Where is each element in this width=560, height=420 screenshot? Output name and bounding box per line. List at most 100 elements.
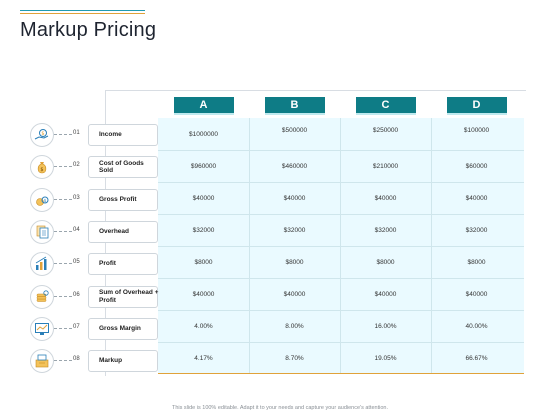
row-label-text: Cost of Goods Sold bbox=[99, 159, 144, 175]
table-cell: $8000 bbox=[467, 259, 486, 266]
growth-chart-icon bbox=[30, 252, 54, 277]
column-divider bbox=[249, 118, 250, 374]
column-divider bbox=[431, 118, 432, 374]
table-cell: $32000 bbox=[465, 227, 488, 234]
row-label-08: 08 Markup bbox=[30, 349, 158, 374]
row-label-box: Gross Margin bbox=[88, 317, 158, 340]
row-divider bbox=[158, 214, 524, 215]
row-label-box: Sum of Overhead + Profit bbox=[88, 285, 159, 308]
column-header-a: A bbox=[173, 97, 234, 113]
svg-text:$: $ bbox=[40, 167, 43, 173]
table-cell: $40000 bbox=[283, 195, 306, 202]
monitor-chart-icon bbox=[30, 316, 54, 341]
table-cell: $40000 bbox=[465, 195, 488, 202]
row-divider bbox=[158, 150, 524, 151]
row-number: 06 bbox=[73, 291, 80, 298]
row-label-text: Sum of Overhead + Profit bbox=[99, 288, 159, 304]
svg-text:$: $ bbox=[44, 198, 47, 203]
table-cell: $100000 bbox=[463, 127, 490, 134]
row-label-02: $02 Cost of Goods Sold bbox=[30, 155, 158, 180]
documents-icon bbox=[30, 219, 54, 244]
row-label-box: Cost of Goods Sold bbox=[88, 156, 158, 179]
table-cell: $210000 bbox=[372, 163, 399, 170]
row-label-05: 05 Profit bbox=[30, 252, 158, 277]
table-cell: 8.70% bbox=[285, 355, 304, 362]
page-title: Markup Pricing bbox=[20, 19, 157, 41]
connector-line bbox=[54, 230, 72, 232]
table-cell: $40000 bbox=[374, 291, 397, 298]
cash-register-icon bbox=[30, 349, 54, 374]
row-number: 03 bbox=[73, 194, 80, 201]
row-number: 02 bbox=[73, 162, 80, 169]
table-cell: $40000 bbox=[192, 291, 215, 298]
stacked-coins-icon bbox=[30, 284, 54, 309]
row-label-text: Gross Margin bbox=[99, 324, 141, 332]
row-divider bbox=[158, 310, 524, 311]
row-label-box: Gross Profit bbox=[88, 188, 158, 211]
table-cell: $60000 bbox=[465, 163, 488, 170]
connector-line bbox=[54, 166, 72, 168]
connector-line bbox=[54, 198, 72, 200]
money-bag-icon: $ bbox=[30, 155, 54, 180]
row-label-text: Profit bbox=[99, 260, 116, 268]
coins-icon: $ bbox=[30, 187, 54, 212]
svg-text:$: $ bbox=[41, 131, 44, 137]
row-divider bbox=[158, 342, 524, 343]
table-cell: $250000 bbox=[372, 127, 399, 134]
row-divider bbox=[158, 278, 524, 279]
table-cell: 66.67% bbox=[465, 355, 488, 362]
table-cell: $960000 bbox=[190, 163, 217, 170]
row-label-text: Income bbox=[99, 131, 122, 139]
row-divider bbox=[158, 182, 524, 183]
row-label-box: Overhead bbox=[88, 220, 158, 243]
column-header-d: D bbox=[446, 97, 507, 113]
table-cell: 16.00% bbox=[374, 323, 397, 330]
column-header-b: B bbox=[264, 97, 325, 113]
table-cell: $8000 bbox=[194, 259, 213, 266]
table-cell: 4.17% bbox=[194, 355, 213, 362]
row-label-box: Income bbox=[88, 124, 158, 146]
row-label-07: 07 Gross Margin bbox=[30, 316, 158, 341]
row-number: 07 bbox=[73, 323, 80, 330]
title-accent-line-gold bbox=[20, 13, 145, 14]
table-cell: $40000 bbox=[192, 195, 215, 202]
connector-line bbox=[54, 263, 72, 265]
column-divider bbox=[340, 118, 341, 374]
table-cell: 8.00% bbox=[285, 323, 304, 330]
row-label-04: 04 Overhead bbox=[30, 219, 158, 244]
row-label-box: Markup bbox=[88, 350, 158, 373]
row-label-box: Profit bbox=[88, 253, 158, 276]
connector-line bbox=[54, 360, 72, 362]
connector-line bbox=[54, 327, 72, 329]
title-accent-line bbox=[20, 10, 145, 11]
table-cell: $40000 bbox=[283, 291, 306, 298]
row-label-03: $03 Gross Profit bbox=[30, 187, 158, 212]
table-cell: $500000 bbox=[281, 127, 308, 134]
row-label-text: Markup bbox=[99, 357, 123, 365]
table-cell: $32000 bbox=[192, 227, 215, 234]
row-number: 01 bbox=[73, 130, 80, 136]
row-label-01: $01 Income bbox=[30, 123, 158, 147]
row-label-text: Gross Profit bbox=[99, 195, 137, 203]
table-cell: $32000 bbox=[283, 227, 306, 234]
table-cell: $32000 bbox=[374, 227, 397, 234]
table-cell: $460000 bbox=[281, 163, 308, 170]
table-cell: $8000 bbox=[376, 259, 395, 266]
table-cell: 19.05% bbox=[374, 355, 397, 362]
hand-money-icon: $ bbox=[30, 123, 54, 147]
table-cell: 40.00% bbox=[465, 323, 488, 330]
row-number: 04 bbox=[73, 226, 80, 233]
table-cell: $1000000 bbox=[189, 131, 218, 138]
row-label-text: Overhead bbox=[99, 227, 129, 235]
column-header-c: C bbox=[355, 97, 416, 113]
row-label-06: 06 Sum of Overhead + Profit bbox=[30, 284, 159, 309]
table-cell: $40000 bbox=[465, 291, 488, 298]
table-cell: $8000 bbox=[285, 259, 304, 266]
row-number: 05 bbox=[73, 259, 80, 266]
table-cell: $40000 bbox=[374, 195, 397, 202]
row-number: 08 bbox=[73, 356, 80, 363]
table-bottom-line bbox=[158, 373, 524, 374]
footer-note: This slide is 100% editable. Adapt it to… bbox=[172, 405, 388, 411]
connector-line bbox=[54, 134, 72, 135]
row-divider bbox=[158, 246, 524, 247]
